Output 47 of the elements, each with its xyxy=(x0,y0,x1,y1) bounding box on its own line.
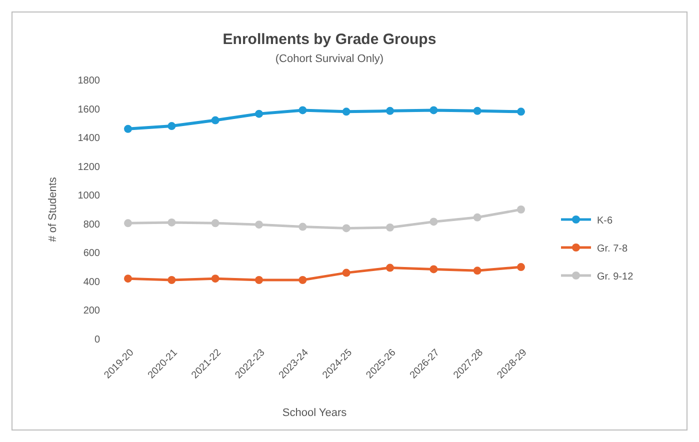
chart-subtitle: (Cohort Survival Only) xyxy=(275,53,384,65)
y-tick-label: 1000 xyxy=(78,190,100,202)
point xyxy=(342,224,350,232)
point xyxy=(298,106,307,114)
point xyxy=(168,276,176,284)
y-tick-label: 1600 xyxy=(78,104,100,116)
point xyxy=(255,110,263,118)
point xyxy=(430,106,438,114)
y-tick-label: 200 xyxy=(83,306,100,317)
point xyxy=(168,122,176,130)
point xyxy=(342,268,350,277)
point xyxy=(517,108,525,116)
point xyxy=(255,276,263,284)
point xyxy=(386,223,394,232)
point xyxy=(342,108,350,116)
point xyxy=(255,220,263,229)
y-tick-label: 1200 xyxy=(78,162,100,173)
x-axis-title: School Years xyxy=(282,407,348,419)
point xyxy=(473,266,482,275)
point xyxy=(168,218,176,226)
legend-label: K-6 xyxy=(597,216,613,226)
y-tick-label: 800 xyxy=(83,219,100,230)
point xyxy=(473,213,482,222)
y-tick-label: 1400 xyxy=(78,133,100,144)
point xyxy=(211,116,220,124)
point xyxy=(386,106,394,115)
point xyxy=(211,274,220,283)
y-axis-title: # of Students xyxy=(47,176,59,242)
point xyxy=(124,274,132,283)
point xyxy=(298,222,307,231)
point xyxy=(517,206,525,214)
y-tick-label: 600 xyxy=(83,248,100,260)
point xyxy=(124,124,132,133)
point xyxy=(211,219,220,228)
point xyxy=(517,263,525,272)
y-tick-label: 0 xyxy=(94,334,100,346)
point xyxy=(298,276,307,284)
point xyxy=(386,264,394,272)
legend-label: Gr. 7-8 xyxy=(597,244,628,254)
point xyxy=(124,219,132,228)
y-tick-label: 400 xyxy=(83,276,100,288)
point xyxy=(430,265,438,274)
point xyxy=(473,106,482,115)
y-tick-label: 1800 xyxy=(78,76,100,86)
point xyxy=(430,218,438,226)
legend-label: Gr. 9-12 xyxy=(597,272,634,282)
chart-title: Enrollments by Grade Groups xyxy=(222,31,436,48)
